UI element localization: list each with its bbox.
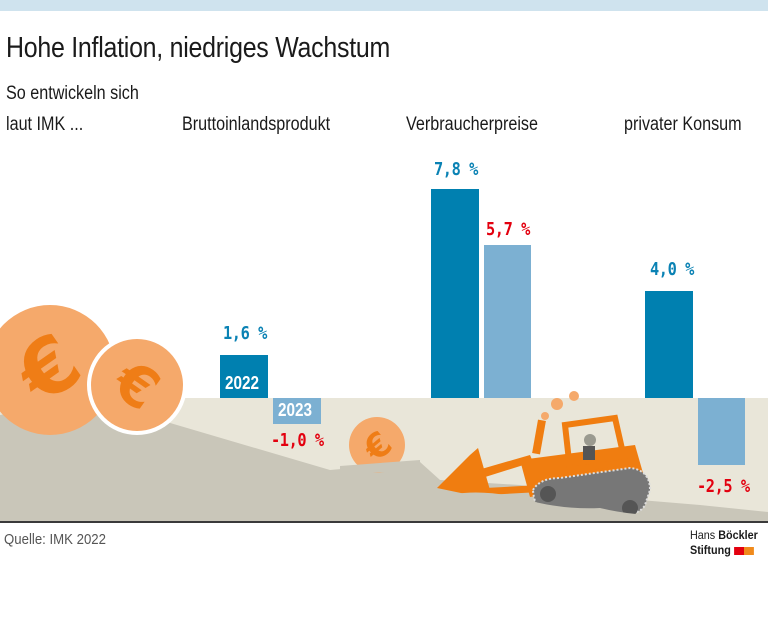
logo-text-stiftung: Stiftung <box>690 543 731 557</box>
hbs-logo: Hans Böckler Stiftung <box>690 528 758 558</box>
category-label-verbraucherpreise: Verbraucherpreise <box>406 114 538 135</box>
bulldozer-icon <box>437 391 652 520</box>
year-label-2023: 2023 <box>278 400 313 420</box>
category-label-konsum: privater Konsum <box>624 114 742 135</box>
bar-bip-2022 <box>220 355 268 398</box>
subtitle-line1: So entwickeln sich <box>6 83 139 104</box>
baseline-rule <box>0 521 768 523</box>
bar-konsum-2023 <box>698 398 745 465</box>
value-bip-2022: 1,6 % <box>223 323 267 344</box>
category-label-bip: Bruttoinlandsprodukt <box>182 114 331 135</box>
value-vp-2022: 7,8 % <box>434 159 478 180</box>
subtitle-line2: laut IMK ... <box>6 114 84 135</box>
value-bip-2023: -1,0 % <box>271 430 324 451</box>
value-vp-2023: 5,7 % <box>486 219 530 240</box>
value-konsum-2023: -2,5 % <box>697 476 750 497</box>
source-note: Quelle: IMK 2022 <box>4 531 106 548</box>
logo-text-bold: Böckler <box>718 528 758 542</box>
year-label-2022: 2022 <box>225 373 260 393</box>
euro-coin-icon: € <box>0 305 115 435</box>
top-band <box>0 0 768 11</box>
value-konsum-2022: 4,0 % <box>650 259 694 280</box>
logo-text-light: Hans <box>690 528 719 542</box>
chart-title: Hohe Inflation, niedriges Wachstum <box>6 32 391 64</box>
euro-coin-icon: € <box>91 339 183 431</box>
bar-vp-2023 <box>484 245 531 398</box>
logo-orange-square-icon <box>743 546 754 555</box>
bar-konsum-2022 <box>645 291 693 398</box>
logo-red-square-icon <box>733 546 744 555</box>
euro-coin-icon: € <box>349 417 405 473</box>
bar-vp-2022 <box>431 189 479 398</box>
bar-bip-2023 <box>273 398 321 424</box>
